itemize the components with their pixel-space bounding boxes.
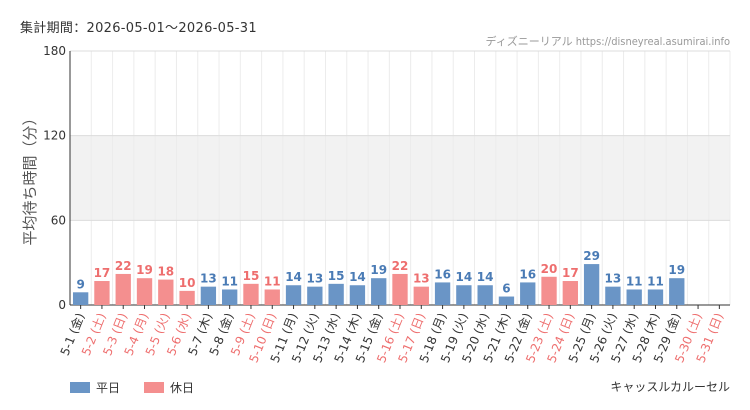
band-60-120 bbox=[70, 135, 730, 221]
data-label: 14 bbox=[456, 270, 473, 284]
data-label: 19 bbox=[370, 263, 387, 277]
legend: 平日 休日 bbox=[70, 379, 194, 396]
data-label: 11 bbox=[626, 274, 643, 288]
y-tick-label: 0 bbox=[58, 298, 66, 312]
y-tick-label: 60 bbox=[51, 213, 66, 227]
data-label: 14 bbox=[285, 270, 302, 284]
data-label: 15 bbox=[243, 269, 260, 283]
attraction-name: キャッスルカルーセル bbox=[610, 380, 730, 394]
bar bbox=[541, 276, 557, 305]
bar bbox=[413, 286, 429, 305]
bar bbox=[72, 292, 89, 305]
bar bbox=[498, 296, 515, 305]
data-label: 6 bbox=[502, 282, 510, 296]
legend-swatch-weekday bbox=[70, 382, 90, 393]
data-label: 29 bbox=[583, 249, 600, 263]
bar bbox=[392, 273, 408, 305]
bar bbox=[285, 285, 302, 305]
bar bbox=[562, 281, 578, 305]
bar bbox=[669, 278, 685, 305]
bars: 9 17 22 19 18 10 13 11 15 11 14 13 15 14 19 22 13 16 14 14 6… bbox=[72, 249, 685, 305]
data-label: 22 bbox=[115, 259, 132, 273]
data-label: 13 bbox=[306, 272, 323, 286]
legend-label-holiday: 休日 bbox=[170, 381, 195, 395]
data-label: 16 bbox=[519, 267, 536, 281]
data-label: 19 bbox=[136, 263, 153, 277]
data-label: 9 bbox=[76, 277, 84, 291]
bar bbox=[520, 282, 536, 305]
bar bbox=[328, 283, 344, 305]
data-label: 10 bbox=[179, 276, 196, 290]
period-label: 集計期間：2026-05-01〜2026-05-31 bbox=[20, 21, 257, 36]
y-axis-title: 平均待ち時間（分） bbox=[21, 110, 39, 245]
data-label: 17 bbox=[94, 266, 111, 280]
data-label: 19 bbox=[668, 263, 685, 277]
bar bbox=[626, 289, 642, 305]
bar bbox=[200, 286, 217, 305]
bar bbox=[647, 289, 664, 305]
data-label: 13 bbox=[605, 272, 622, 286]
legend-item-holiday: 休日 bbox=[144, 379, 194, 396]
data-label: 13 bbox=[413, 272, 430, 286]
y-tick-label: 180 bbox=[43, 44, 66, 58]
bar bbox=[136, 278, 153, 305]
bar bbox=[583, 264, 600, 305]
bar bbox=[349, 285, 366, 305]
data-label: 20 bbox=[541, 262, 558, 276]
bar bbox=[605, 286, 621, 305]
legend-item-weekday: 平日 bbox=[70, 379, 120, 396]
site-credit: ディズニーリアル https://disneyreal.asumirai.inf… bbox=[485, 35, 730, 48]
data-label: 15 bbox=[328, 269, 345, 283]
legend-swatch-holiday bbox=[144, 382, 165, 393]
bar bbox=[94, 281, 110, 305]
data-label: 11 bbox=[647, 274, 664, 288]
data-label: 11 bbox=[264, 274, 281, 288]
legend-label-weekday: 平日 bbox=[96, 381, 121, 395]
bar bbox=[115, 273, 131, 305]
bar bbox=[307, 286, 323, 305]
bar bbox=[179, 290, 195, 305]
bar bbox=[222, 289, 238, 305]
data-label: 22 bbox=[392, 259, 409, 273]
data-label: 14 bbox=[477, 270, 494, 284]
bar bbox=[456, 285, 472, 305]
bar bbox=[434, 282, 451, 305]
data-label: 11 bbox=[221, 274, 238, 288]
data-label: 16 bbox=[434, 267, 451, 281]
bar bbox=[264, 289, 280, 305]
bar bbox=[243, 283, 259, 305]
bar bbox=[371, 278, 387, 305]
bar bbox=[158, 279, 174, 305]
data-label: 13 bbox=[200, 272, 217, 286]
bar bbox=[477, 285, 493, 305]
data-label: 14 bbox=[349, 270, 366, 284]
y-tick-label: 120 bbox=[43, 129, 66, 143]
data-label: 17 bbox=[562, 266, 579, 280]
data-label: 18 bbox=[157, 265, 174, 279]
